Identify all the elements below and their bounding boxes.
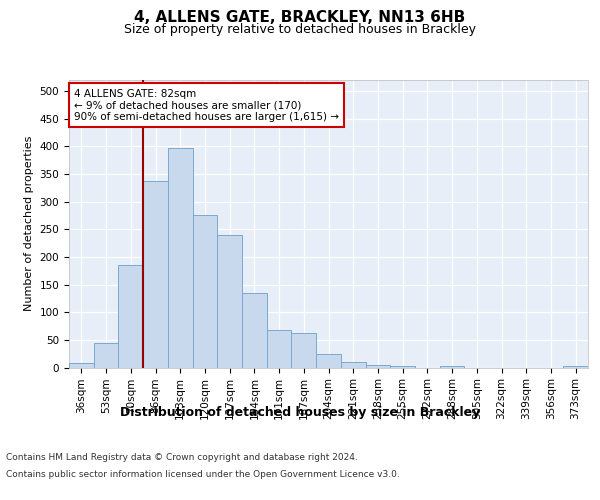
Bar [118, 265, 143, 368]
Bar [69, 363, 94, 368]
Bar [341, 362, 365, 368]
Bar [440, 366, 464, 368]
Bar [242, 293, 267, 368]
Text: 4 ALLENS GATE: 82sqm
← 9% of detached houses are smaller (170)
90% of semi-detac: 4 ALLENS GATE: 82sqm ← 9% of detached ho… [74, 88, 339, 122]
Bar [563, 366, 588, 368]
Bar [390, 366, 415, 368]
Text: Contains public sector information licensed under the Open Government Licence v3: Contains public sector information licen… [6, 470, 400, 479]
Bar [365, 364, 390, 368]
Bar [168, 148, 193, 368]
Bar [193, 216, 217, 368]
Text: Distribution of detached houses by size in Brackley: Distribution of detached houses by size … [120, 406, 480, 419]
Bar [217, 235, 242, 368]
Text: Size of property relative to detached houses in Brackley: Size of property relative to detached ho… [124, 22, 476, 36]
Bar [267, 330, 292, 368]
Bar [94, 342, 118, 367]
Bar [143, 180, 168, 368]
Y-axis label: Number of detached properties: Number of detached properties [24, 136, 34, 312]
Text: Contains HM Land Registry data © Crown copyright and database right 2024.: Contains HM Land Registry data © Crown c… [6, 454, 358, 462]
Bar [292, 333, 316, 368]
Bar [316, 354, 341, 368]
Text: 4, ALLENS GATE, BRACKLEY, NN13 6HB: 4, ALLENS GATE, BRACKLEY, NN13 6HB [134, 10, 466, 25]
